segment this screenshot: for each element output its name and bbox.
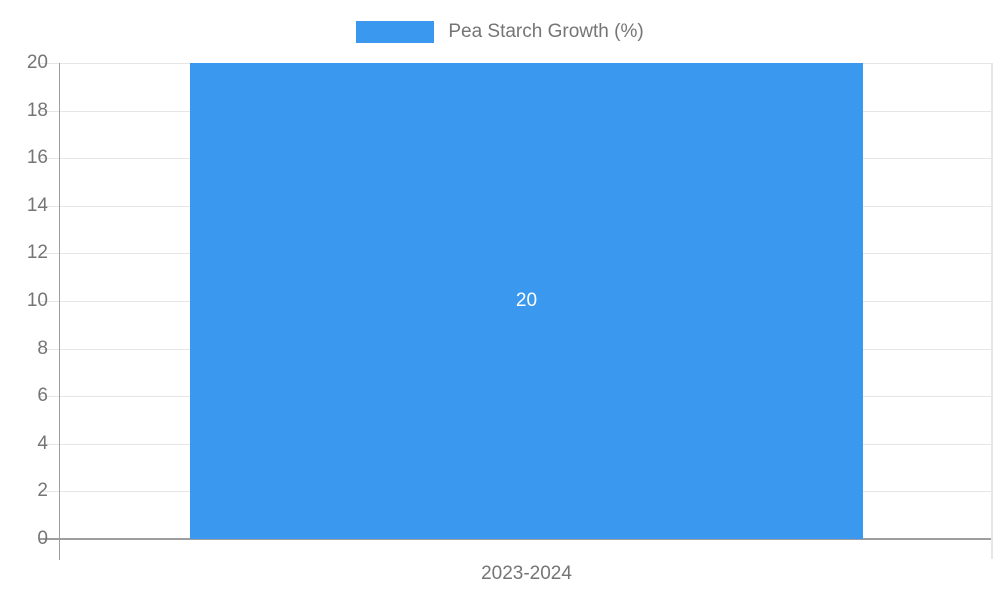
y-tick-label-18: 18 [26,100,48,121]
y-tick-label-2: 2 [37,480,48,501]
x-axis-category-label: 2023-2024 [481,563,572,584]
x-axis-baseline [40,538,993,540]
y-tick-label-16: 16 [26,147,48,168]
plot-area: 20 [40,63,993,560]
y-tick-label-10: 10 [26,290,48,311]
y-tick-label-12: 12 [26,242,48,263]
legend-swatch [356,21,435,43]
bar-value-label: 20 [515,290,538,311]
plot-right-edge-line [991,63,993,559]
y-tick-label-0: 0 [37,528,48,549]
y-axis-line [59,63,60,560]
y-tick-label-14: 14 [26,195,48,216]
y-tick-label-4: 4 [37,433,48,454]
y-tick-label-20: 20 [26,52,48,73]
bar-2023-2024[interactable]: 20 [190,63,863,539]
y-tick-label-8: 8 [37,338,48,359]
legend: Pea Starch Growth (%) [0,14,1000,50]
legend-label: Pea Starch Growth (%) [448,21,644,42]
y-tick-label-6: 6 [37,385,48,406]
